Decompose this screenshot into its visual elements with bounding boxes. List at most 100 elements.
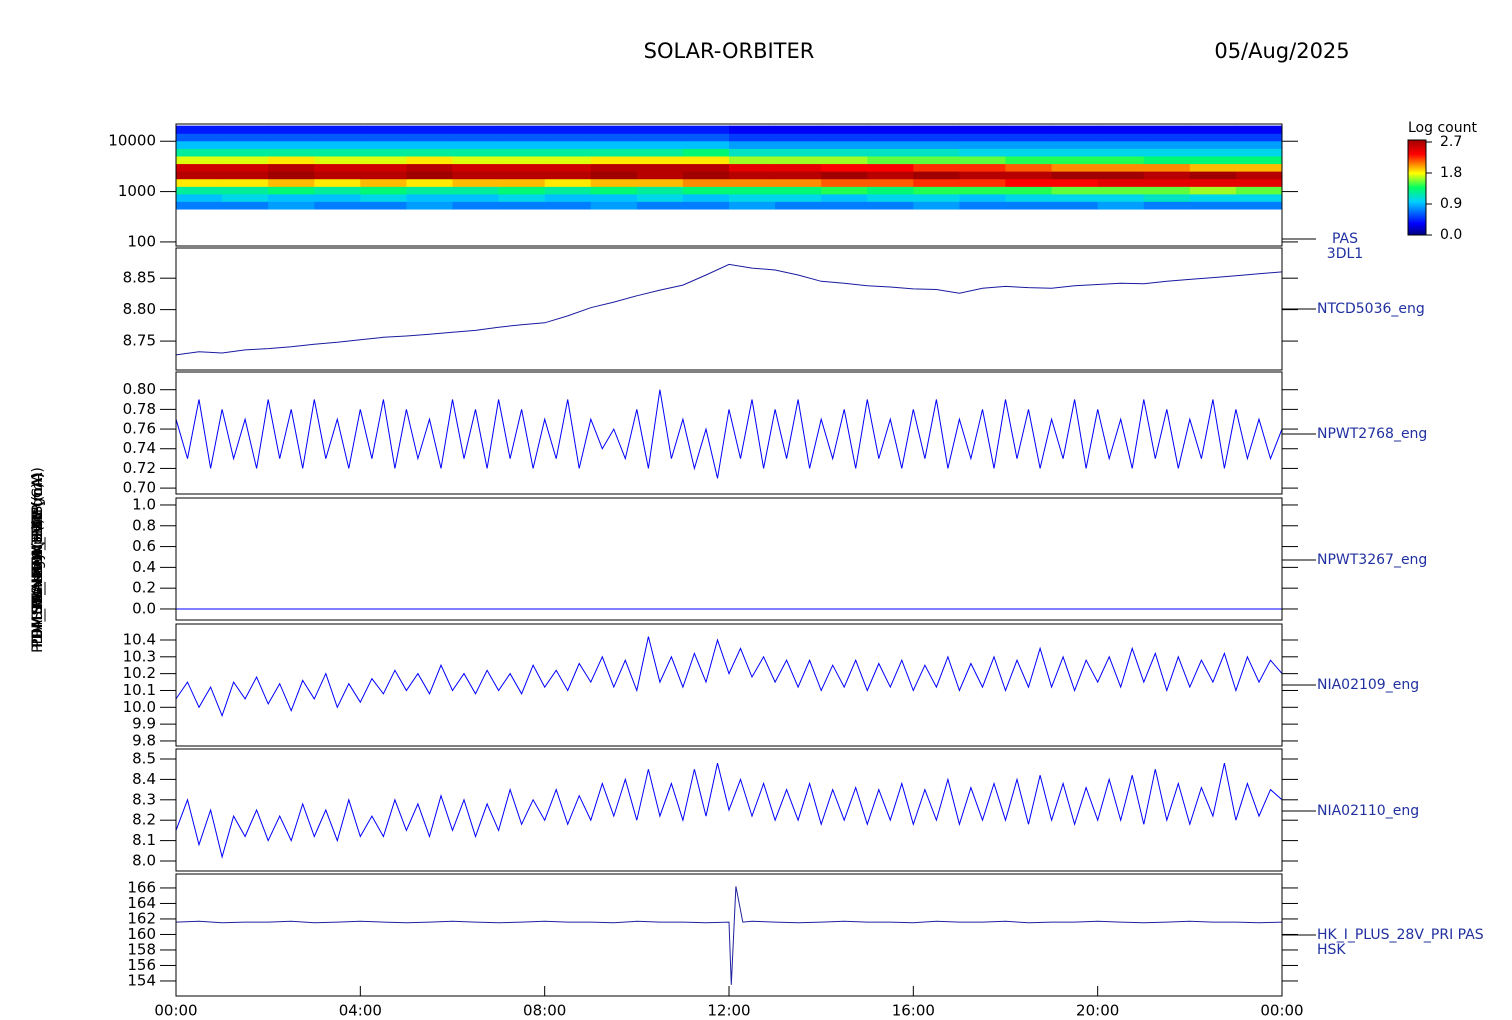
heat-cell	[682, 186, 730, 195]
heat-cell	[775, 125, 822, 134]
heat-cell	[406, 163, 453, 172]
heat-cell	[406, 148, 453, 157]
heat-cell	[314, 125, 361, 134]
heat-cell	[1097, 133, 1145, 142]
y-tick-label: 9.8	[132, 731, 156, 749]
heat-cell	[1143, 171, 1191, 180]
panel-label: NIA02109_eng	[1317, 677, 1419, 693]
heat-cell	[176, 178, 223, 187]
heat-cell	[544, 186, 592, 195]
heat-cell	[729, 140, 776, 149]
y-tick-label: 8.2	[132, 811, 156, 829]
panel-frame	[175, 123, 1283, 247]
heat-cell	[729, 178, 776, 187]
heat-cell	[1051, 148, 1099, 157]
heat-cell	[1051, 155, 1099, 165]
panel-label: NPWT3267_eng	[1317, 552, 1427, 568]
heat-cell	[729, 155, 776, 165]
data-line	[175, 263, 1283, 356]
heat-cell	[222, 171, 269, 180]
heat-cell	[959, 140, 1006, 149]
y-tick-label: 1000	[118, 182, 156, 200]
heat-cell	[1005, 163, 1053, 172]
heat-cell	[268, 163, 315, 172]
heat-cell	[867, 125, 914, 134]
heat-cell	[268, 193, 315, 202]
heat-cell	[867, 133, 914, 142]
heat-cell	[498, 140, 546, 149]
heat-cell	[729, 148, 776, 157]
heat-cell	[1189, 201, 1237, 210]
heat-cell	[1235, 140, 1283, 149]
y-tick-label: 8.75	[123, 332, 156, 350]
heat-cell	[268, 125, 315, 134]
title: SOLAR-ORBITER	[644, 39, 815, 63]
heat-cell	[590, 163, 638, 172]
y-tick-label: 0.0	[132, 599, 156, 617]
heat-cell	[959, 148, 1006, 157]
y-tick-label: 156	[127, 956, 156, 974]
heat-cell	[314, 201, 361, 210]
y-axis-label: PDM_HK_IMON_FEE (mA)	[30, 473, 46, 647]
heat-cell	[1189, 133, 1237, 142]
heat-cell	[682, 201, 730, 210]
heat-cell	[959, 186, 1006, 195]
heat-cell	[959, 163, 1006, 172]
heat-cell	[775, 163, 822, 172]
heat-cell	[821, 155, 868, 165]
y-axis-label: PAS Max Temp (DegC)	[30, 483, 46, 638]
heat-cell	[268, 186, 315, 195]
heat-cell	[314, 178, 361, 187]
heat-cell	[775, 155, 822, 165]
heat-cell	[1051, 133, 1099, 142]
heat-cell	[913, 163, 960, 172]
heat-cell	[360, 171, 407, 180]
heat-cell	[821, 148, 868, 157]
heat-cell	[590, 140, 638, 149]
heat-cell	[452, 155, 500, 165]
heat-cell	[1189, 163, 1237, 172]
heat-cell	[775, 171, 822, 180]
heat-cell	[1235, 193, 1283, 202]
heat-cell	[636, 155, 684, 165]
y-tick-label: 8.1	[132, 831, 156, 849]
y-tick-label: 10.2	[123, 664, 156, 682]
heat-cell	[1143, 186, 1191, 195]
heat-cell	[498, 201, 546, 210]
heat-cell	[222, 193, 269, 202]
panel-frame	[175, 247, 1283, 371]
heat-cell	[1005, 125, 1053, 134]
heat-cell	[452, 140, 500, 149]
heat-cell	[867, 186, 914, 195]
heat-cell	[314, 148, 361, 157]
colorbar	[1407, 139, 1427, 236]
heat-cell	[176, 148, 223, 157]
heat-cell	[406, 171, 453, 180]
x-tick-label: 08:00	[523, 1002, 566, 1020]
heat-cell	[636, 193, 684, 202]
heat-cell	[1051, 178, 1099, 187]
heat-cell	[268, 178, 315, 187]
heat-cell	[222, 186, 269, 195]
heat-cell	[867, 163, 914, 172]
y-tick-label: 162	[127, 909, 156, 927]
heat-cell	[222, 178, 269, 187]
heat-cell	[1143, 140, 1191, 149]
heat-cell	[775, 186, 822, 195]
heat-cell	[867, 193, 914, 202]
heat-cell	[1051, 140, 1099, 149]
heat-cell	[498, 193, 546, 202]
heat-cell	[268, 133, 315, 142]
heat-cell	[222, 125, 269, 134]
x-tick-label: 00:00	[1260, 1002, 1303, 1020]
heat-cell	[314, 155, 361, 165]
heat-cell	[821, 171, 868, 180]
heat-cell	[222, 148, 269, 157]
heat-cell	[867, 148, 914, 157]
panel-label: PAS	[1332, 231, 1358, 247]
heat-cell	[222, 201, 269, 210]
heat-cell	[1005, 148, 1053, 157]
heat-cell	[452, 186, 500, 195]
heat-cell	[360, 193, 407, 202]
heat-cell	[406, 125, 453, 134]
